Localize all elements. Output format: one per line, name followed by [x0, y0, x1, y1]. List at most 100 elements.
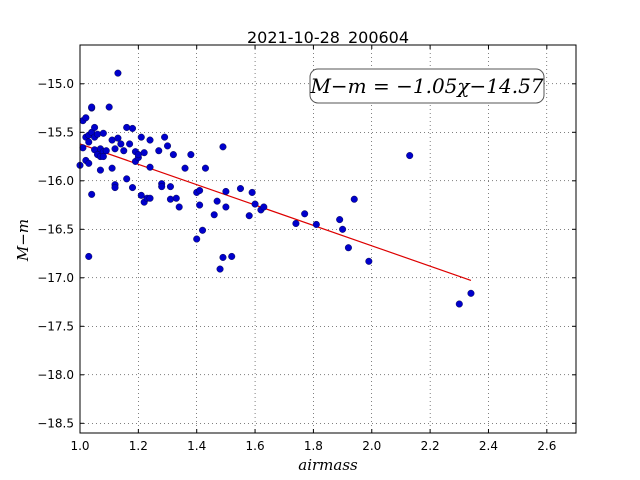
data-point [85, 159, 93, 167]
data-point [172, 194, 180, 202]
x-tick-label: 1.8 [304, 439, 323, 453]
x-tick-label: 1.2 [129, 439, 148, 453]
x-axis-label: airmass [298, 456, 358, 474]
data-point [196, 186, 204, 194]
data-point [245, 212, 253, 220]
data-point [114, 69, 122, 77]
plot-area [80, 45, 576, 433]
data-point [137, 133, 145, 141]
data-point [213, 197, 221, 205]
y-tick-label: −15.5 [37, 125, 74, 139]
data-point [134, 151, 142, 159]
annotation-text: M−m = −1.05χ−14.57 [309, 74, 543, 98]
data-point [120, 147, 128, 155]
data-point [111, 145, 119, 153]
data-point [161, 133, 169, 141]
data-point [111, 184, 119, 192]
data-point [99, 153, 107, 161]
y-tick-label: −16.5 [37, 222, 74, 236]
x-tick-label: 2.0 [362, 439, 381, 453]
data-point [455, 300, 463, 308]
data-point [123, 123, 131, 131]
data-point [105, 103, 113, 111]
data-point [201, 164, 209, 172]
data-point [114, 134, 122, 142]
data-point [219, 143, 227, 151]
data-point [108, 164, 116, 172]
data-point [365, 257, 373, 265]
data-point [344, 244, 352, 252]
data-point [146, 194, 154, 202]
data-point [91, 123, 99, 131]
data-point [467, 289, 475, 297]
data-point [336, 216, 344, 224]
data-point [99, 129, 107, 137]
data-point [222, 203, 230, 211]
data-point [339, 225, 347, 233]
annotation-box [309, 68, 545, 104]
y-tick-labels: −15.0 −15.5 −16.0 −16.5 −17.0 −17.5 −18.0 −18.5 [37, 77, 74, 430]
data-point [222, 187, 230, 195]
data-point [88, 190, 96, 198]
data-point [181, 164, 189, 172]
data-point [155, 147, 163, 155]
data-point [85, 252, 93, 260]
data-point [158, 183, 166, 191]
data-point [146, 163, 154, 171]
data-point [166, 195, 174, 203]
y-tick-label: −18.0 [37, 368, 74, 382]
data-point [216, 265, 224, 273]
data-point [108, 136, 116, 144]
x-tick-label: 1.4 [187, 439, 206, 453]
y-axis-label: M−m [14, 219, 32, 262]
y-tick-label: −18.5 [37, 416, 74, 430]
data-point [88, 103, 96, 111]
data-point [123, 175, 131, 183]
data-point [166, 183, 174, 191]
grid-lines [80, 45, 576, 433]
x-tick-labels: 1.0 1.2 1.4 1.6 1.8 2.0 2.2 2.4 2.6 [70, 439, 556, 453]
x-tick-label: 2.2 [421, 439, 440, 453]
data-point [94, 130, 102, 138]
y-tick-label: −17.0 [37, 271, 74, 285]
data-point [199, 226, 207, 234]
data-point [251, 200, 259, 208]
x-tick-label: 1.6 [246, 439, 265, 453]
data-point [219, 253, 227, 261]
y-tick-label: −15.0 [37, 77, 74, 91]
x-tick-label: 2.6 [537, 439, 556, 453]
data-point [228, 252, 236, 260]
data-point [169, 151, 177, 159]
data-point [175, 203, 183, 211]
y-tick-label: −16.0 [37, 174, 74, 188]
data-point [164, 142, 172, 150]
x-tick-label: 2.4 [479, 439, 498, 453]
plot-frame [79, 44, 577, 434]
data-point [210, 211, 218, 219]
axis-ticks [79, 45, 576, 433]
data-point [82, 114, 90, 122]
data-point [79, 144, 87, 152]
data-point [129, 184, 137, 192]
data-point [102, 147, 110, 155]
data-point [312, 220, 320, 228]
data-point [406, 152, 414, 160]
x-tick-label: 1.0 [70, 439, 89, 453]
fit-line-group [79, 143, 472, 281]
data-point [187, 151, 195, 159]
data-point [196, 201, 204, 209]
data-point [350, 195, 358, 203]
chart-title: 2021-10-28_200604 [247, 28, 409, 48]
data-point [292, 219, 300, 227]
data-point [96, 166, 104, 174]
data-point [193, 235, 201, 243]
data-point [146, 136, 154, 144]
data-point [117, 140, 125, 148]
data-point [301, 210, 309, 218]
data-point [129, 124, 137, 132]
data-point [236, 185, 244, 193]
fit-line [79, 143, 472, 281]
data-point [85, 138, 93, 146]
data-point [137, 191, 145, 199]
